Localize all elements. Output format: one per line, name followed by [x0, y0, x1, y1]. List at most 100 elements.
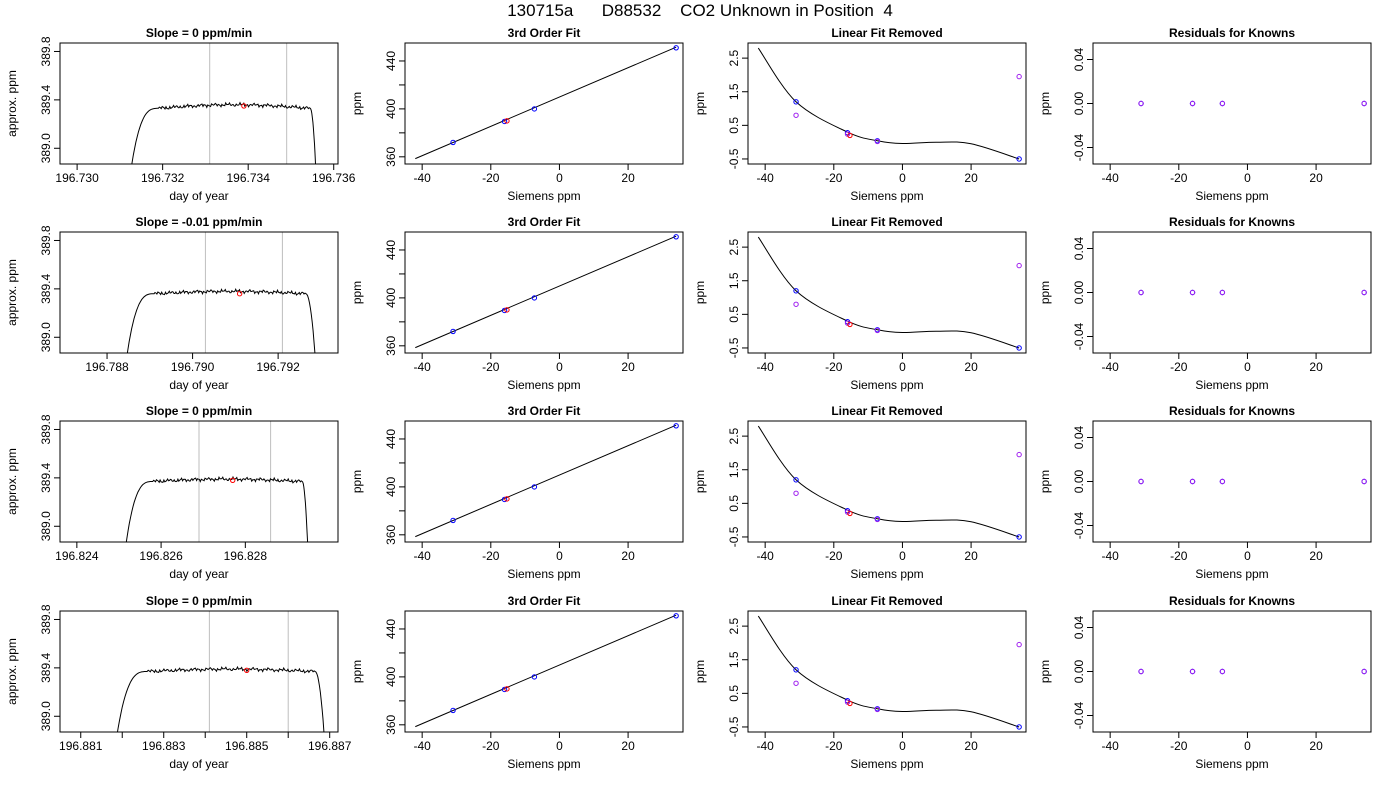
y-axis-label: ppm	[1038, 660, 1052, 683]
x-axis-label: Siemens ppm	[507, 757, 580, 771]
linear-removed-point	[874, 138, 881, 145]
linear-removed-point	[1138, 668, 1144, 675]
plot-area	[1138, 668, 1367, 675]
y-tick-label: 1.5	[727, 651, 741, 668]
x-tick-label: -20	[482, 739, 500, 753]
linear-removed-point	[1361, 478, 1367, 485]
linear-removed-point	[1219, 289, 1226, 296]
x-tick-label: 0	[1244, 360, 1251, 374]
x-tick-label: 196.734	[226, 171, 270, 185]
linear-removed-point	[874, 327, 881, 334]
panel-title: Linear Fit Removed	[831, 26, 942, 40]
panel-2-3: Residuals for Knowns Siemens ppm ppm -40 -20…	[1038, 404, 1372, 581]
page-title: 130715a D88532 CO2 Unknown in Position 4	[507, 1, 893, 20]
y-tick-label: -0.04	[1072, 323, 1086, 351]
y-axis-label: ppm	[693, 92, 707, 115]
x-tick-label: -20	[825, 549, 843, 563]
y-tick-label: 0.5	[727, 117, 741, 134]
x-tick-label: 196.826	[139, 549, 183, 563]
fit-curve	[757, 236, 1020, 349]
panel-3-1: 3rd Order Fit Siemens ppm ppm -40 -20 0 20 360 4…	[350, 594, 684, 771]
y-tick-label: 0.00	[1072, 659, 1086, 683]
known-point	[531, 106, 538, 112]
x-tick-label: -40	[413, 171, 431, 185]
x-tick-label: 196.824	[55, 549, 99, 563]
x-tick-label: 196.828	[224, 549, 268, 563]
plot-frame	[404, 610, 684, 733]
x-tick-label: -20	[1170, 739, 1188, 753]
y-tick-label: 2.5	[727, 617, 741, 634]
x-axis-label: day of year	[169, 567, 228, 581]
y-tick-label: 400	[384, 477, 398, 497]
known-point	[793, 288, 799, 294]
x-axis-label: Siemens ppm	[507, 378, 580, 392]
linear-removed-point	[1016, 641, 1022, 648]
fit-curve	[757, 425, 1020, 538]
linear-removed-point	[1189, 100, 1196, 107]
x-axis-label: Siemens ppm	[850, 567, 923, 581]
linear-removed-point	[1219, 668, 1226, 675]
y-tick-label: 400	[384, 288, 398, 308]
x-axis-label: Siemens ppm	[850, 378, 923, 392]
x-tick-label: 196.883	[142, 739, 186, 753]
y-axis-label: ppm	[1038, 92, 1052, 115]
y-tick-label: 360	[384, 714, 398, 734]
panel-title: Linear Fit Removed	[831, 594, 942, 608]
known-point	[793, 667, 799, 673]
x-tick-label: -40	[1101, 360, 1119, 374]
y-tick-label: 0.00	[1072, 91, 1086, 115]
x-tick-label: -20	[482, 360, 500, 374]
x-tick-label: 20	[1309, 171, 1323, 185]
known-point	[793, 477, 799, 483]
plot-frame	[404, 231, 684, 354]
y-tick-label: -0.5	[727, 337, 741, 358]
panel-3-2: Linear Fit Removed Siemens ppm ppm -40 -20 0 2…	[693, 594, 1027, 771]
x-tick-label: 196.792	[256, 360, 300, 374]
x-tick-label: -20	[1170, 171, 1188, 185]
x-tick-label: 0	[899, 739, 906, 753]
y-tick-label: 389.4	[39, 653, 53, 683]
y-tick-label: 2.5	[727, 238, 741, 255]
y-tick-label: -0.5	[727, 148, 741, 169]
x-axis-label: Siemens ppm	[1195, 378, 1268, 392]
plot-area	[415, 234, 679, 349]
y-axis-label: ppm	[1038, 281, 1052, 304]
panel-title: 3rd Order Fit	[508, 215, 581, 229]
y-axis-label: ppm	[693, 660, 707, 683]
x-tick-label: 0	[556, 549, 563, 563]
x-tick-label: 196.732	[141, 171, 185, 185]
known-point	[531, 484, 538, 490]
known-point	[531, 295, 538, 301]
y-tick-label: 0.04	[1072, 615, 1086, 639]
plot-area	[757, 425, 1022, 540]
known-point	[531, 674, 538, 680]
x-tick-label: 0	[556, 171, 563, 185]
y-tick-label: 2.5	[727, 427, 741, 444]
x-tick-label: -40	[1101, 171, 1119, 185]
plot-area	[116, 611, 325, 732]
x-axis-label: Siemens ppm	[1195, 189, 1268, 203]
y-tick-label: 389.8	[39, 604, 53, 634]
x-tick-label: -40	[756, 739, 774, 753]
panel-title: 3rd Order Fit	[508, 594, 581, 608]
panel-title: Residuals for Knowns	[1169, 215, 1295, 229]
known-point	[673, 45, 679, 51]
plot-area	[757, 236, 1022, 351]
x-tick-label: 196.730	[55, 171, 99, 185]
panel-0-3: Residuals for Knowns Siemens ppm ppm -40 -20…	[1038, 26, 1372, 203]
plot-frame	[404, 42, 684, 165]
unknown-point	[847, 510, 853, 517]
known-point	[1016, 724, 1022, 730]
plot-frame	[59, 42, 339, 165]
x-tick-label: 0	[1244, 549, 1251, 563]
y-axis-label: approx. ppm	[5, 638, 19, 705]
y-tick-label: 1.5	[727, 272, 741, 289]
plot-area	[415, 45, 679, 160]
y-axis-label: ppm	[693, 281, 707, 304]
y-tick-label: 440	[384, 240, 398, 260]
plot-area	[415, 423, 679, 538]
plot-frame	[1092, 610, 1372, 733]
x-axis-label: Siemens ppm	[850, 189, 923, 203]
y-axis-label: ppm	[1038, 470, 1052, 493]
